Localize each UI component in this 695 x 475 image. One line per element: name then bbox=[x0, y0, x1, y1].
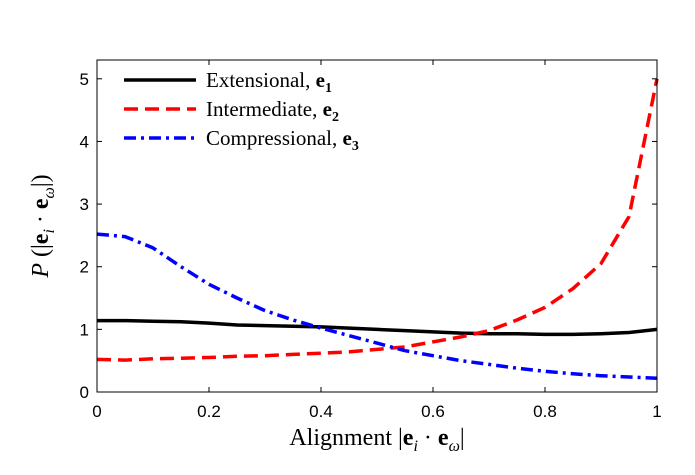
x-tick-label: 0 bbox=[92, 402, 101, 421]
y-tick-label: 3 bbox=[80, 195, 89, 214]
legend-label-2: Intermediate, e2 bbox=[206, 97, 339, 125]
y-tick-label: 4 bbox=[80, 132, 89, 151]
y-axis-title: P (|ei · eω|) bbox=[28, 174, 58, 278]
y-tick-label: 2 bbox=[80, 258, 89, 277]
series-line-3 bbox=[96, 232, 658, 380]
x-tick-label: 0.8 bbox=[533, 402, 557, 421]
x-tick-label: 1 bbox=[652, 402, 661, 421]
x-tick-label: 0.6 bbox=[421, 402, 445, 421]
series-line-1 bbox=[97, 318, 658, 337]
x-tick-label: 0.2 bbox=[197, 402, 221, 421]
series-line-2 bbox=[96, 78, 659, 362]
series-group bbox=[96, 78, 659, 380]
axes-frame bbox=[96, 59, 658, 393]
y-tick-label: 1 bbox=[80, 320, 89, 339]
legend-label-1: Extensional, e1 bbox=[206, 68, 332, 96]
y-tick-label: 5 bbox=[80, 70, 89, 89]
axis-titles: Alignment |ei · eω| P (|ei · eω|) bbox=[28, 174, 465, 455]
legend-label-3: Compressional, e3 bbox=[206, 126, 359, 154]
x-axis-title: Alignment |ei · eω| bbox=[289, 425, 464, 455]
x-tick-label: 0.4 bbox=[309, 402, 333, 421]
y-tick-label: 0 bbox=[80, 383, 89, 402]
ticks-group: 0 0.2 0.4 0.6 0.8 1 0 1 2 3 4 5 bbox=[80, 60, 662, 421]
